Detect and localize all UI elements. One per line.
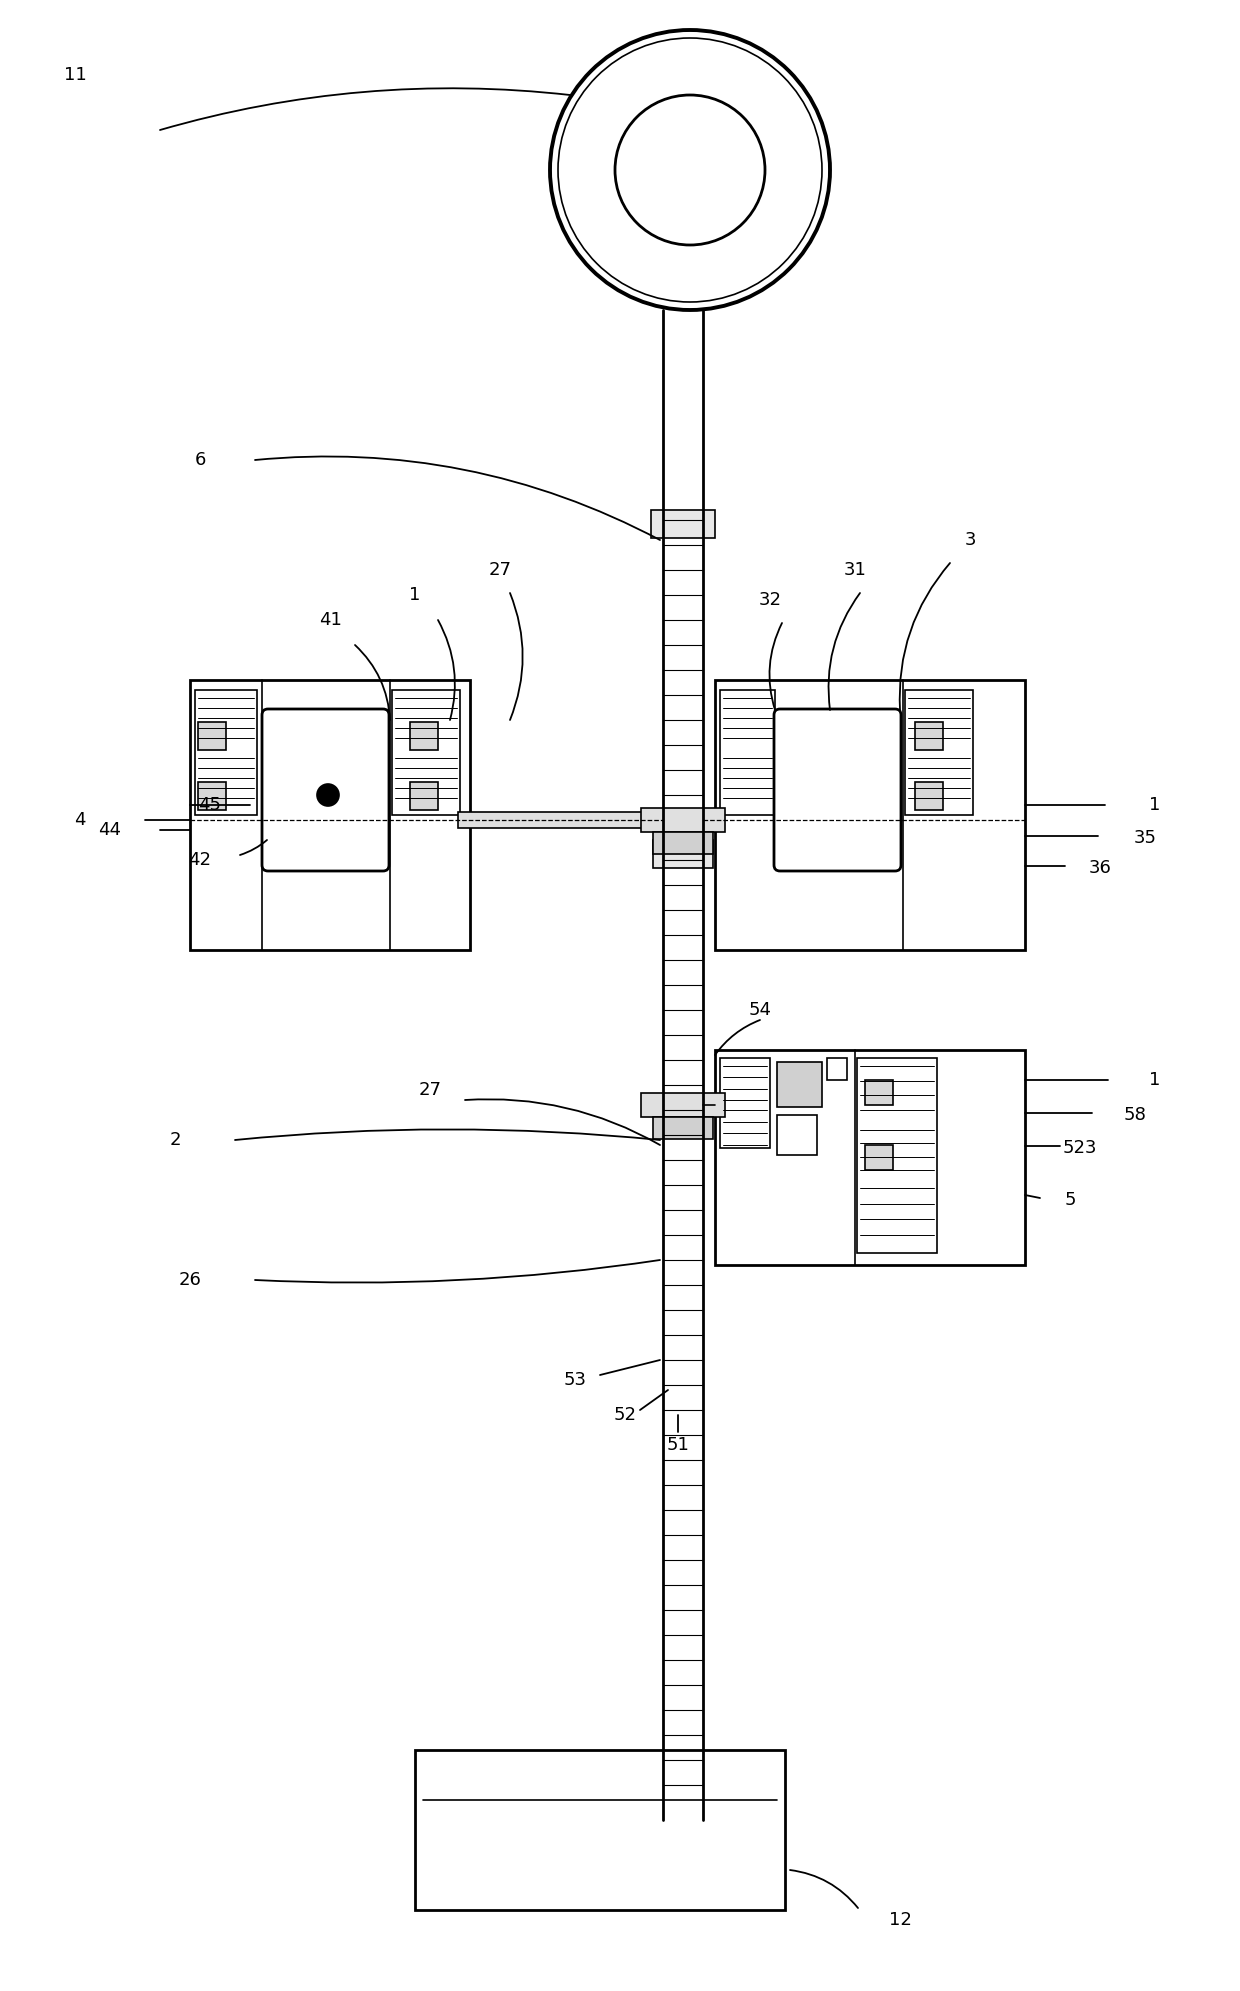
FancyArrowPatch shape (160, 88, 570, 129)
Bar (415, 1750, 785, 1909)
Text: 2: 2 (169, 1131, 181, 1149)
Bar (195, 691, 257, 814)
Text: 3: 3 (965, 532, 976, 550)
Text: 32: 32 (759, 591, 781, 609)
FancyArrowPatch shape (770, 623, 782, 711)
FancyArrowPatch shape (255, 1260, 660, 1282)
Text: 54: 54 (749, 1001, 771, 1019)
FancyBboxPatch shape (262, 709, 389, 870)
Bar (653, 840, 713, 868)
Bar (703, 812, 715, 828)
Text: 41: 41 (319, 611, 341, 629)
Text: 51: 51 (667, 1436, 689, 1453)
Text: 35: 35 (1133, 828, 1157, 846)
Bar (777, 1061, 822, 1107)
Text: 11: 11 (63, 66, 87, 84)
Circle shape (558, 38, 822, 303)
Bar (198, 723, 226, 751)
Bar (720, 691, 775, 814)
FancyArrowPatch shape (241, 840, 267, 854)
FancyArrowPatch shape (255, 456, 660, 540)
FancyArrowPatch shape (715, 1019, 760, 1055)
Bar (703, 1097, 720, 1113)
FancyArrowPatch shape (900, 563, 950, 711)
Bar (458, 812, 661, 828)
FancyArrowPatch shape (355, 645, 391, 721)
Text: 1: 1 (1149, 796, 1161, 814)
Bar (653, 832, 713, 854)
Bar (915, 782, 942, 810)
Text: 6: 6 (195, 452, 206, 470)
Bar (653, 1117, 713, 1139)
FancyArrowPatch shape (790, 1870, 858, 1907)
Circle shape (615, 96, 765, 245)
FancyArrowPatch shape (600, 1360, 660, 1376)
Text: 45: 45 (198, 796, 222, 814)
Circle shape (551, 30, 830, 311)
Text: 31: 31 (843, 561, 867, 579)
Text: 58: 58 (1123, 1105, 1147, 1125)
Text: 5: 5 (1064, 1191, 1076, 1209)
FancyArrowPatch shape (640, 1390, 668, 1410)
Bar (866, 1079, 893, 1105)
FancyArrowPatch shape (1025, 1195, 1040, 1199)
Text: 36: 36 (1089, 858, 1111, 876)
Bar (410, 782, 438, 810)
Bar (905, 691, 973, 814)
Bar (715, 1049, 1025, 1264)
Bar (190, 681, 470, 950)
Text: 27: 27 (419, 1081, 441, 1099)
Text: 42: 42 (188, 850, 212, 868)
FancyArrowPatch shape (236, 1129, 660, 1141)
Bar (392, 691, 460, 814)
Text: 523: 523 (1063, 1139, 1097, 1157)
Text: 53: 53 (563, 1372, 587, 1390)
Text: 1: 1 (1149, 1071, 1161, 1089)
Bar (866, 1145, 893, 1171)
Text: 52: 52 (614, 1406, 636, 1424)
Text: 12: 12 (889, 1911, 911, 1929)
Text: 1: 1 (409, 585, 420, 603)
Circle shape (317, 784, 339, 806)
FancyArrowPatch shape (438, 619, 455, 721)
Text: 4: 4 (74, 810, 86, 828)
Text: 26: 26 (179, 1270, 201, 1288)
FancyBboxPatch shape (774, 709, 901, 870)
Bar (827, 1057, 847, 1079)
FancyArrowPatch shape (465, 1099, 660, 1145)
Bar (651, 510, 715, 538)
Text: 27: 27 (489, 561, 511, 579)
Bar (720, 1057, 770, 1149)
Bar (641, 808, 725, 832)
Bar (857, 1057, 937, 1252)
Bar (641, 1093, 725, 1117)
Bar (777, 1115, 817, 1155)
FancyArrowPatch shape (510, 593, 523, 721)
Bar (410, 723, 438, 751)
Bar (715, 681, 1025, 950)
Bar (198, 782, 226, 810)
Text: 44: 44 (98, 820, 122, 838)
Bar (915, 723, 942, 751)
FancyArrowPatch shape (828, 593, 861, 711)
